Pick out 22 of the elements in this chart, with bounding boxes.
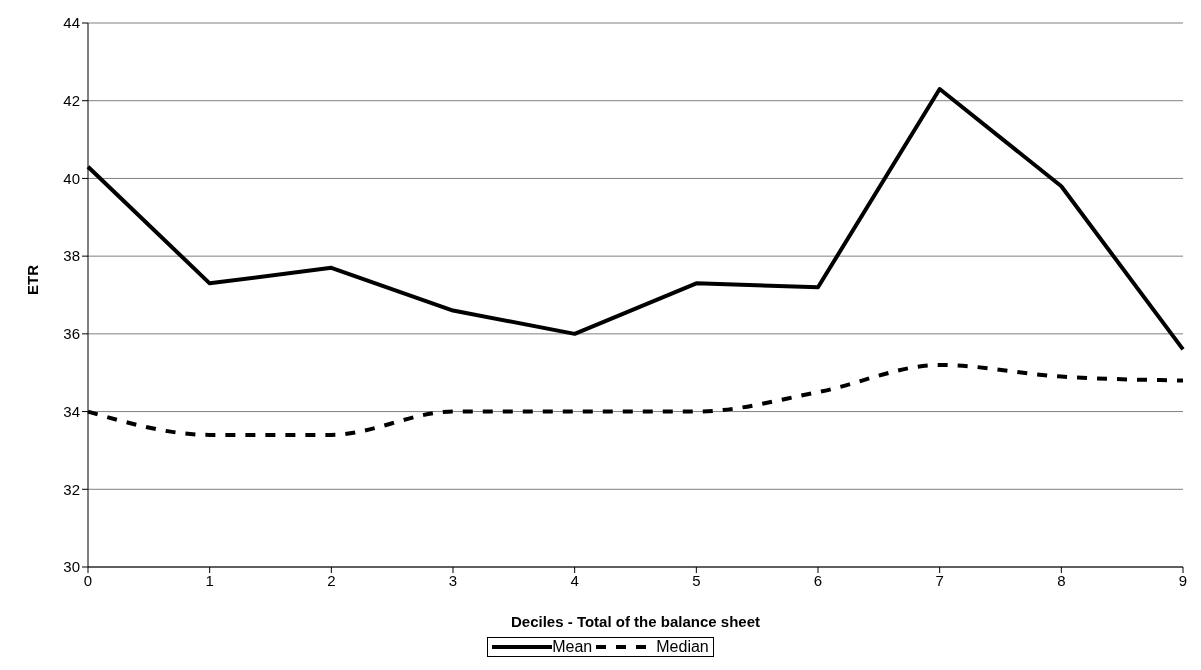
- y-tick-label: 30: [63, 558, 80, 576]
- x-axis-title: Deciles - Total of the balance sheet: [511, 613, 760, 630]
- x-tick-label: 7: [935, 571, 944, 589]
- legend-label: Median: [656, 638, 709, 656]
- x-tick-label: 0: [83, 571, 93, 589]
- x-tick-label: 4: [570, 571, 579, 589]
- x-tick-label: 8: [1057, 571, 1066, 589]
- legend-label: Mean: [552, 638, 593, 656]
- x-tick-label: 3: [448, 571, 458, 589]
- y-tick-label: 44: [63, 14, 80, 32]
- x-tick-label: 5: [692, 571, 701, 589]
- x-tick-label: 2: [327, 571, 336, 589]
- y-tick-label: 34: [63, 402, 80, 420]
- x-tick-label: 9: [1178, 571, 1188, 589]
- y-tick-label: 32: [63, 480, 80, 498]
- x-tick-label: 6: [813, 571, 823, 589]
- y-tick-label: 40: [63, 169, 80, 187]
- y-tick-label: 42: [63, 92, 80, 110]
- x-tick-label: 1: [205, 571, 214, 589]
- y-axis-title: ETR: [24, 264, 42, 295]
- y-tick-label: 38: [63, 247, 80, 265]
- y-tick-label: 36: [63, 325, 80, 343]
